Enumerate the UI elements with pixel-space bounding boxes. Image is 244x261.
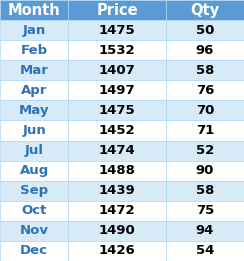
- Bar: [0, 221, 68, 241]
- Bar: [0, 201, 68, 221]
- Text: Price: Price: [96, 3, 138, 17]
- Bar: [0, 60, 68, 80]
- Bar: [68, 121, 166, 140]
- Bar: [68, 140, 166, 161]
- Bar: [68, 60, 166, 80]
- Text: Dec: Dec: [20, 245, 48, 257]
- Bar: [166, 201, 244, 221]
- Text: 1488: 1488: [99, 164, 136, 177]
- Text: Oct: Oct: [21, 204, 47, 217]
- Text: 58: 58: [196, 184, 214, 197]
- Text: 71: 71: [196, 124, 214, 137]
- Bar: [166, 60, 244, 80]
- Text: 1474: 1474: [99, 144, 135, 157]
- Bar: [0, 0, 68, 20]
- Text: 75: 75: [196, 204, 214, 217]
- Bar: [166, 140, 244, 161]
- Text: Apr: Apr: [21, 84, 47, 97]
- Text: Sep: Sep: [20, 184, 48, 197]
- Bar: [0, 161, 68, 181]
- Text: Qty: Qty: [190, 3, 220, 17]
- Text: 90: 90: [196, 164, 214, 177]
- Bar: [166, 100, 244, 121]
- Text: 94: 94: [196, 224, 214, 238]
- Bar: [68, 100, 166, 121]
- Bar: [0, 241, 68, 261]
- Text: 52: 52: [196, 144, 214, 157]
- Bar: [0, 121, 68, 140]
- Text: Aug: Aug: [20, 164, 49, 177]
- Text: 96: 96: [196, 44, 214, 57]
- Bar: [0, 100, 68, 121]
- Text: 1407: 1407: [99, 64, 135, 77]
- Text: 1426: 1426: [99, 245, 135, 257]
- Text: Feb: Feb: [20, 44, 48, 57]
- Text: 1475: 1475: [99, 23, 135, 37]
- Bar: [68, 20, 166, 40]
- Bar: [68, 241, 166, 261]
- Text: 1475: 1475: [99, 104, 135, 117]
- Text: 76: 76: [196, 84, 214, 97]
- Text: Jul: Jul: [25, 144, 44, 157]
- Bar: [68, 0, 166, 20]
- Bar: [0, 40, 68, 60]
- Text: 70: 70: [196, 104, 214, 117]
- Bar: [166, 40, 244, 60]
- Text: 1490: 1490: [99, 224, 135, 238]
- Bar: [166, 221, 244, 241]
- Bar: [68, 181, 166, 201]
- Bar: [166, 161, 244, 181]
- Text: 1497: 1497: [99, 84, 135, 97]
- Bar: [68, 221, 166, 241]
- Text: 1472: 1472: [99, 204, 135, 217]
- Text: May: May: [19, 104, 49, 117]
- Bar: [68, 80, 166, 100]
- Bar: [0, 140, 68, 161]
- Bar: [166, 80, 244, 100]
- Text: 50: 50: [196, 23, 214, 37]
- Bar: [166, 241, 244, 261]
- Bar: [166, 121, 244, 140]
- Bar: [68, 201, 166, 221]
- Text: 54: 54: [196, 245, 214, 257]
- Text: 1439: 1439: [99, 184, 135, 197]
- Bar: [0, 20, 68, 40]
- Bar: [68, 40, 166, 60]
- Text: Month: Month: [8, 3, 61, 17]
- Bar: [0, 181, 68, 201]
- Text: 1452: 1452: [99, 124, 135, 137]
- Text: Jan: Jan: [22, 23, 46, 37]
- Text: Mar: Mar: [20, 64, 49, 77]
- Text: 1532: 1532: [99, 44, 135, 57]
- Text: Nov: Nov: [20, 224, 49, 238]
- Bar: [166, 0, 244, 20]
- Text: 58: 58: [196, 64, 214, 77]
- Bar: [68, 161, 166, 181]
- Bar: [166, 20, 244, 40]
- Bar: [0, 80, 68, 100]
- Bar: [166, 181, 244, 201]
- Text: Jun: Jun: [22, 124, 46, 137]
